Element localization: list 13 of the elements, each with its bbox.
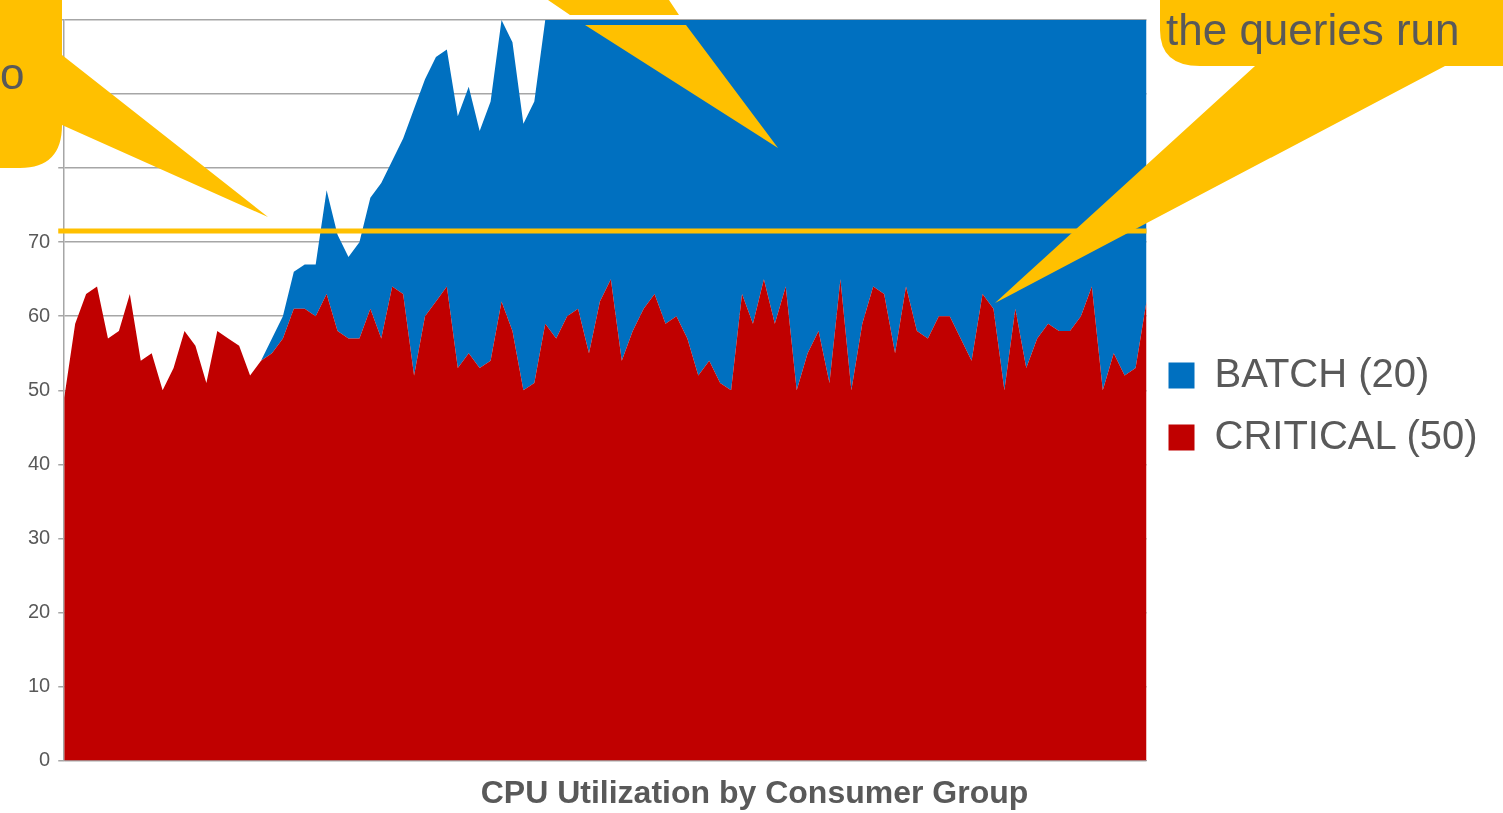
text: CPU Utilization by Consumer Group xyxy=(480,773,1029,810)
legend-label: CRITICAL (50) xyxy=(1214,412,1478,457)
y-tick-label: 60 xyxy=(28,303,51,326)
y-tick-label: 20 xyxy=(28,600,51,622)
y-tick-label: 40 xyxy=(28,451,51,474)
y-tick-label: 0 xyxy=(39,748,51,771)
y-tick-label: 70 xyxy=(28,229,51,252)
y-tick-label: 10 xyxy=(28,674,51,697)
y-tick-label: 30 xyxy=(28,525,51,548)
text: the queries run xyxy=(1166,5,1460,54)
text: o xyxy=(0,49,25,98)
legend-label: BATCH (20) xyxy=(1214,350,1430,395)
y-tick-label: 50 xyxy=(28,377,51,400)
